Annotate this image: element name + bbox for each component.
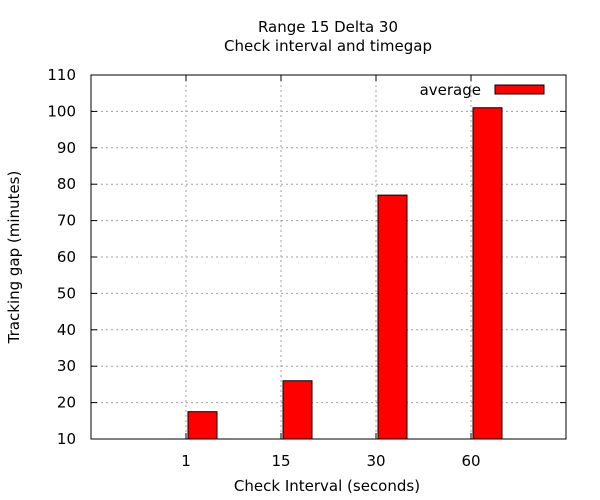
y-tick-label: 20 [57,394,76,412]
x-tick-label: 15 [271,452,290,470]
y-tick-label: 30 [57,357,76,375]
y-axis-label: Tracking gap (minutes) [5,171,23,345]
bar-60 [472,107,503,440]
y-tick-label: 10 [57,430,76,448]
x-tick-label: 1 [181,452,191,470]
bars [187,107,503,440]
x-tick-label: 30 [366,452,385,470]
chart-title: Range 15 Delta 30 [258,18,398,36]
y-tick-label: 80 [57,175,76,193]
y-tick-label: 90 [57,139,76,157]
y-tick-label: 40 [57,321,76,339]
y-tick-label: 50 [57,284,76,302]
bar-15 [282,380,313,440]
y-tick-label: 70 [57,212,76,230]
x-tick-labels: 1 15 30 60 [181,452,480,470]
bar-30 [377,194,408,440]
x-tick-label: 60 [461,452,480,470]
legend-label-average: average [420,81,481,99]
y-tick-label: 60 [57,248,76,266]
chart-subtitle: Check interval and timegap [224,37,432,55]
y-tick-label: 100 [47,102,76,120]
y-tick-labels: 10 20 30 40 50 60 70 80 90 100 110 [47,66,76,448]
y-tick-label: 110 [47,66,76,84]
ticks [91,74,566,440]
bar-1 [187,411,218,440]
legend-swatch-average [494,84,545,95]
x-axis-label: Check Interval (seconds) [234,477,420,495]
legend: average [420,81,545,99]
